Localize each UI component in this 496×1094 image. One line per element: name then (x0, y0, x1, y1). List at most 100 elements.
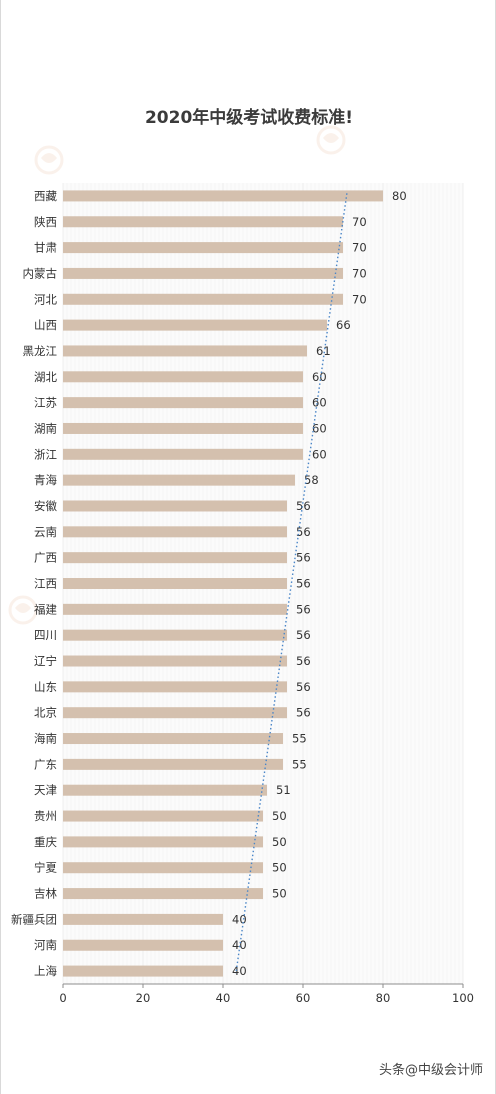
category-label-13: 云南 (34, 525, 57, 539)
category-label-3: 内蒙古 (23, 266, 58, 280)
watermark-icon-4 (8, 595, 38, 625)
x-tick-label-4: 80 (376, 991, 391, 1005)
watermark-icon-1 (316, 125, 346, 155)
category-label-7: 湖北 (34, 370, 57, 384)
value-label-25: 50 (272, 835, 287, 849)
bar-0 (63, 190, 383, 202)
category-label-28: 新疆兵团 (11, 912, 57, 926)
category-label-26: 宁夏 (34, 861, 57, 875)
value-label-24: 50 (272, 809, 287, 823)
attribution[interactable]: 头条 @中级会计师 (379, 1059, 483, 1078)
category-label-29: 河南 (34, 938, 57, 952)
bar-1 (63, 216, 343, 228)
bar-16 (63, 603, 287, 615)
bar-26 (63, 862, 263, 874)
bar-8 (63, 397, 303, 409)
category-label-1: 陕西 (34, 215, 57, 229)
bar-22 (63, 758, 283, 770)
bar-20 (63, 707, 287, 719)
category-label-17: 四川 (34, 628, 57, 642)
bar-10 (63, 448, 303, 460)
bar-21 (63, 733, 283, 745)
value-label-16: 56 (296, 602, 311, 616)
bar-29 (63, 939, 223, 951)
value-label-9: 60 (312, 421, 327, 435)
value-label-2: 70 (352, 241, 367, 255)
bar-14 (63, 552, 287, 564)
chart-title: 2020年中级考试收费标准! (144, 108, 354, 128)
value-label-12: 56 (296, 499, 311, 513)
value-label-19: 56 (296, 680, 311, 694)
category-label-0: 西藏 (34, 189, 57, 203)
x-tick-label-2: 40 (216, 991, 231, 1005)
bar-19 (63, 681, 287, 693)
category-label-11: 青海 (34, 473, 57, 487)
category-label-22: 广东 (34, 757, 57, 771)
bar-2 (63, 242, 343, 254)
category-label-30: 上海 (34, 964, 57, 978)
bar-27 (63, 888, 263, 900)
value-label-6: 61 (316, 344, 331, 358)
value-label-18: 56 (296, 654, 311, 668)
category-label-6: 黑龙江 (23, 344, 58, 358)
bar-23 (63, 784, 267, 796)
value-label-7: 60 (312, 370, 327, 384)
watermark-icon-0 (34, 145, 64, 175)
category-label-9: 湖南 (34, 421, 57, 435)
bar-4 (63, 293, 343, 305)
category-label-25: 重庆 (34, 835, 57, 849)
bar-11 (63, 474, 295, 486)
category-label-27: 吉林 (34, 887, 57, 901)
category-label-5: 山西 (34, 318, 57, 332)
bar-3 (63, 267, 343, 279)
bar-7 (63, 371, 303, 383)
attribution-prefix: 头条 (378, 1063, 405, 1078)
bar-12 (63, 500, 287, 512)
value-label-5: 66 (336, 318, 351, 332)
bar-15 (63, 578, 287, 589)
value-label-23: 51 (276, 783, 291, 797)
value-label-17: 56 (296, 628, 311, 642)
bar-28 (63, 913, 223, 925)
category-label-12: 安徽 (34, 499, 57, 513)
category-label-19: 山东 (34, 680, 57, 694)
bar-18 (63, 655, 287, 667)
value-label-15: 56 (296, 577, 311, 591)
value-label-30: 40 (232, 964, 247, 978)
value-label-20: 56 (296, 706, 311, 720)
value-label-0: 80 (392, 189, 407, 203)
category-label-21: 海南 (34, 732, 57, 746)
value-label-14: 56 (296, 551, 311, 565)
value-label-8: 60 (312, 396, 327, 410)
category-label-24: 贵州 (34, 809, 57, 823)
value-label-3: 70 (352, 266, 367, 280)
value-label-4: 70 (352, 292, 367, 306)
value-label-10: 60 (312, 447, 327, 461)
trend-line (235, 193, 348, 974)
bar-6 (63, 345, 307, 357)
value-label-13: 56 (296, 525, 311, 539)
x-tick-label-5: 100 (452, 991, 474, 1005)
category-label-16: 福建 (34, 602, 57, 616)
value-label-21: 55 (292, 732, 307, 746)
attribution-handle: @中级会计师 (404, 1063, 483, 1078)
x-tick-label-0: 0 (59, 991, 66, 1005)
category-label-2: 甘肃 (34, 241, 57, 255)
category-label-15: 江西 (34, 577, 57, 591)
bar-9 (63, 422, 303, 434)
category-label-8: 江苏 (34, 396, 57, 410)
value-label-29: 40 (232, 938, 247, 952)
bar-25 (63, 836, 263, 848)
category-label-18: 辽宁 (34, 654, 57, 668)
bar-13 (63, 526, 287, 538)
value-label-26: 50 (272, 861, 287, 875)
category-label-14: 广西 (34, 551, 57, 565)
category-label-20: 北京 (34, 706, 57, 720)
value-label-1: 70 (352, 215, 367, 229)
bar-24 (63, 810, 263, 822)
category-label-4: 河北 (34, 292, 57, 306)
bar-30 (63, 965, 223, 977)
category-label-23: 天津 (34, 783, 57, 797)
